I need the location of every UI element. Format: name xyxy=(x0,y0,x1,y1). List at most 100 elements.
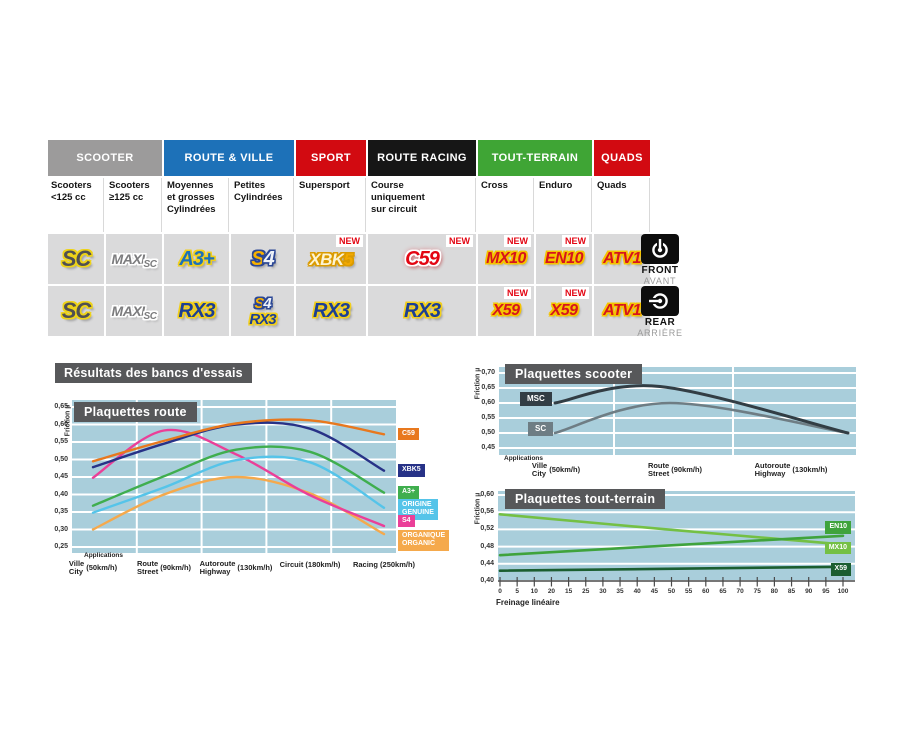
legend-chip-line: MX10 xyxy=(828,543,847,551)
label-en: Highway xyxy=(754,468,786,478)
y-tick-label: 0,56 xyxy=(480,508,494,516)
x-tick-label: 15 xyxy=(564,588,573,595)
product-logo-atv1: ATV1 xyxy=(603,250,641,267)
sub-header-line: uniquement xyxy=(371,191,425,203)
front-row-cell: SC xyxy=(48,234,104,284)
product-logo-maxisc: MAXISC xyxy=(111,302,157,322)
bilingual-label: Ville City xyxy=(69,560,84,576)
product-logo-s4: S4 xyxy=(251,248,275,270)
label-fr: Route xyxy=(647,461,670,470)
scooter-chart-title: Plaquettes scooter xyxy=(505,364,643,384)
x-tick-label: 30 xyxy=(599,588,607,595)
y-tick-label: 0,48 xyxy=(480,542,494,550)
category-header-route-ville: ROUTE & VILLE xyxy=(164,140,294,176)
stacked-logos: S4 RX3 xyxy=(249,296,276,327)
x-tick-label: 95 xyxy=(822,588,830,595)
logo-part: MAXI xyxy=(111,302,146,319)
label-fr: Ville xyxy=(68,559,85,568)
product-logo-x59: X59 xyxy=(492,302,520,319)
x-axis-category: Ville City (50km/h) xyxy=(496,462,616,478)
legend-chip-line: XBK5 xyxy=(402,466,421,474)
product-logo-sc: SC xyxy=(61,246,92,271)
rear-row-cell: X59 NEW xyxy=(536,286,592,336)
x-tick-label: 55 xyxy=(685,588,693,595)
speed-label: (50km/h) xyxy=(549,465,581,475)
sub-header-line: Course xyxy=(371,180,404,191)
logo-part: S xyxy=(251,248,264,270)
sub-header: Petites Cylindrées xyxy=(231,178,294,232)
product-logo-mx10: MX10 xyxy=(486,250,526,267)
y-tick-label: 0,65 xyxy=(481,384,495,391)
application-table: SCOOTER ROUTE & VILLE SPORT ROUTE RACING TOU… xyxy=(48,140,650,336)
y-tick-label: 0,45 xyxy=(481,444,495,451)
y-axis-label: Friction µ xyxy=(64,404,72,437)
label-en: City xyxy=(68,566,84,576)
x-axis-category: Racing (250km/h) xyxy=(352,560,416,569)
label-fr: Ville xyxy=(531,461,548,470)
y-tick-label: 0,65 xyxy=(54,403,68,410)
x-tick-label: 60 xyxy=(702,588,710,595)
x-tick-label: 65 xyxy=(719,588,727,595)
route-chart-title: Plaquettes route xyxy=(74,402,197,422)
bilingual-label: Autoroute Highway xyxy=(200,560,236,576)
y-tick-label: 0,50 xyxy=(481,429,495,436)
y-tick-label: 0,70 xyxy=(481,369,495,376)
x-tick-label: 20 xyxy=(547,588,556,595)
front-row-cell: ATV1 xyxy=(594,234,650,284)
front-row-cell: C59 NEW xyxy=(368,234,476,284)
sub-header-line: et grosses xyxy=(167,191,215,203)
results-title: Résultats des bancs d'essais xyxy=(55,363,252,383)
logo-part: SC xyxy=(143,258,157,270)
x-tick-label: 5 xyxy=(515,588,519,595)
speed-label: (90km/h) xyxy=(160,563,192,573)
legend-chip-line: ORIGINE xyxy=(402,500,432,508)
label-fr: Route xyxy=(136,559,159,568)
front-label: FRONT xyxy=(641,265,679,276)
front-row-cell: EN10 NEW xyxy=(536,234,592,284)
x-axis-category: Circuit (180km/h) xyxy=(279,560,341,569)
new-badge: NEW xyxy=(446,235,473,247)
legend-chip-c59: C59 xyxy=(398,427,419,441)
legend-chip-s4: S4 xyxy=(398,514,415,527)
x-axis-category: Route Street (90km/h) xyxy=(104,560,224,576)
x-tick-label: 70 xyxy=(736,588,744,595)
product-logo-atv1: ATV1 xyxy=(603,302,641,319)
product-logo-c59: C59 xyxy=(405,248,440,270)
rear-row-cell: X59 NEW xyxy=(478,286,534,336)
legend-chip-organique: ORGANIQUE ORGANIC xyxy=(398,530,450,551)
logo-part: 4 xyxy=(263,248,275,270)
y-tick-label: 0,55 xyxy=(54,438,68,445)
scooter-pads-chart: Plaquettes scooter 0,70 0,65 0,60 0,55 0,50 0… xyxy=(470,358,865,483)
legend-chip-line: EN10 xyxy=(829,523,847,531)
sub-header-line: Scooters xyxy=(51,180,92,191)
sub-header-line: ≥125 cc xyxy=(109,191,144,203)
category-header-route-racing: ROUTE RACING xyxy=(368,140,476,176)
offroad-pads-chart: Plaquettes tout-terrain 0,60 0,56 0,52 0,48… xyxy=(470,481,865,621)
y-tick-label: 0,55 xyxy=(481,414,495,421)
y-tick-label: 0,44 xyxy=(480,559,494,567)
legend-chip-xbk5: XBK5 xyxy=(398,464,425,477)
rear-row-cell: MAXISC xyxy=(106,286,162,336)
x-tick-label: 100 xyxy=(837,588,849,595)
route-pads-chart: Plaquettes route 0,65 0,60 0,55 0,50 0,45 0,4… xyxy=(54,393,450,598)
sub-header: Cross xyxy=(478,178,534,232)
legend-chip-line: SC xyxy=(535,424,547,433)
sub-header-line: Cylindrées xyxy=(167,203,216,215)
y-tick-label: 0,35 xyxy=(54,508,68,515)
category-header-sport: SPORT xyxy=(296,140,366,176)
legend-chip-line: X59 xyxy=(834,565,847,573)
product-logo-a3plus: A3+ xyxy=(179,248,214,270)
product-logo-xbk5: XBK5 xyxy=(309,249,353,269)
logo-part: 5 xyxy=(343,249,353,269)
sub-header-line: <125 cc xyxy=(51,191,86,203)
x-tick-label: 85 xyxy=(787,588,796,595)
y-tick-label: 0,45 xyxy=(54,473,68,480)
avant-label: AVANT xyxy=(643,276,677,286)
x-axis-category: Autoroute Highway (130km/h) xyxy=(731,462,851,478)
legend-chip-en10: EN10 xyxy=(825,521,851,534)
sub-header-line: Scooters xyxy=(109,180,150,191)
legend-chip-msc: MSC xyxy=(520,392,552,406)
offroad-chart-title: Plaquettes tout-terrain xyxy=(505,489,666,509)
product-logo-rx3: RX3 xyxy=(178,300,216,322)
